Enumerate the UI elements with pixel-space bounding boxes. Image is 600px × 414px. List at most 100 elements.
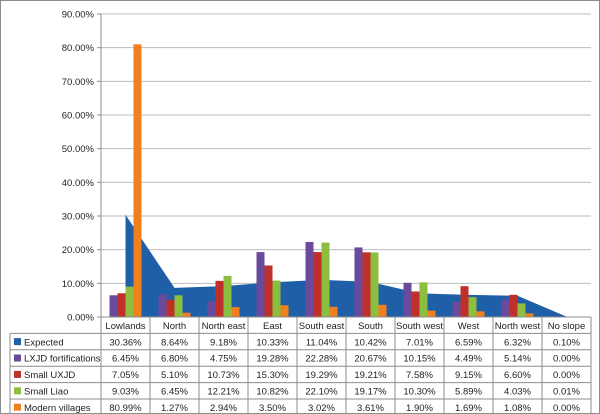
bar-lxjd-fortifications bbox=[207, 301, 216, 317]
legend-key bbox=[14, 403, 21, 411]
bar-modern-villages bbox=[231, 307, 240, 317]
bar-modern-villages bbox=[427, 310, 436, 317]
table-cell-value: 10.33% bbox=[256, 337, 289, 348]
bar-lxjd-fortifications bbox=[501, 299, 510, 317]
table-cell-value: 19.29% bbox=[305, 370, 338, 381]
bar-small-liao bbox=[370, 252, 379, 317]
y-tick-label: 10.00% bbox=[62, 279, 95, 290]
table-cell-value: 3.50% bbox=[259, 403, 286, 413]
y-axis-tick-labels: 0.00% 10.00% 20.00% 30.00% 40.00% 50.00% 60.00… bbox=[62, 10, 95, 324]
table-cell-value: 11.04% bbox=[306, 337, 338, 348]
x-category-label: Lowlands bbox=[105, 321, 145, 332]
bar-small-uxjd bbox=[411, 291, 420, 317]
table-cell-value: 10.82% bbox=[256, 387, 289, 398]
series-name-label: LXJD fortifications bbox=[24, 354, 101, 365]
expected-area-series bbox=[125, 214, 567, 317]
bar-lxjd-fortifications bbox=[354, 247, 363, 317]
x-category-label: East bbox=[263, 321, 282, 332]
table-cell-value: 1.69% bbox=[455, 403, 482, 413]
bar-series bbox=[109, 44, 575, 317]
y-tick-label: 0.00% bbox=[67, 313, 94, 324]
table-cell-value: 6.45% bbox=[112, 354, 139, 365]
table-cell-value: 10.42% bbox=[354, 337, 387, 348]
bar-small-uxjd bbox=[460, 286, 469, 317]
table-cell-value: 1.08% bbox=[504, 403, 531, 413]
table-cell-value: 19.17% bbox=[354, 387, 387, 398]
table-cell-value: 1.27% bbox=[161, 403, 188, 413]
table-cell-value: 4.49% bbox=[455, 354, 482, 365]
table-cell-value: 19.21% bbox=[354, 370, 387, 381]
table-cell-value: 12.21% bbox=[207, 387, 240, 398]
bar-small-liao bbox=[468, 297, 477, 317]
bar-small-uxjd bbox=[264, 265, 273, 317]
table-cell-value: 6.59% bbox=[455, 337, 482, 348]
data-table: Lowlands North North east East South east Sou… bbox=[9, 316, 592, 413]
table-cell-value: 15.30% bbox=[256, 370, 289, 381]
bar-small-liao bbox=[419, 282, 428, 317]
legend-key bbox=[14, 387, 21, 395]
bar-small-liao bbox=[321, 242, 330, 317]
table-cell-value: 10.73% bbox=[207, 370, 240, 381]
table-cell-value: 0.00% bbox=[553, 354, 580, 365]
table-cell-value: 6.60% bbox=[504, 370, 531, 381]
table-cell-value: 5.14% bbox=[504, 354, 531, 365]
bar-small-liao bbox=[223, 275, 232, 317]
bar-small-liao bbox=[517, 303, 526, 317]
bar-small-uxjd bbox=[215, 280, 224, 317]
bar-small-uxjd bbox=[509, 294, 518, 317]
x-category-label: South west bbox=[396, 321, 443, 332]
legend-key bbox=[14, 338, 21, 346]
y-tick-label: 90.00% bbox=[62, 10, 95, 21]
table-cell-value: 80.99% bbox=[109, 403, 142, 413]
bar-lxjd-fortifications bbox=[158, 294, 167, 317]
table-cell-value: 4.75% bbox=[210, 354, 237, 365]
table-cell-value: 7.01% bbox=[406, 337, 433, 348]
table-cell-value: 19.28% bbox=[256, 354, 289, 365]
table-cell-value: 0.00% bbox=[553, 403, 580, 413]
table-cell-value: 9.15% bbox=[455, 370, 482, 381]
bar-modern-villages bbox=[182, 312, 191, 317]
table-cell-value: 10.15% bbox=[403, 354, 436, 365]
x-category-label: No slope bbox=[548, 321, 586, 332]
series-name-label: Expected bbox=[24, 337, 64, 348]
legend-key bbox=[14, 354, 21, 362]
x-category-label: South bbox=[358, 321, 383, 332]
table-cell-value: 8.64% bbox=[161, 337, 188, 348]
table-cell-value: 30.36% bbox=[109, 337, 142, 348]
x-category-label: North west bbox=[495, 321, 541, 332]
table-cell-value: 2.94% bbox=[210, 403, 237, 413]
table-cell-value: 7.05% bbox=[112, 370, 139, 381]
table-cell-value: 9.03% bbox=[112, 387, 139, 398]
x-category-label: West bbox=[458, 321, 480, 332]
table-cell-value: 4.03% bbox=[504, 387, 531, 398]
bar-lxjd-fortifications bbox=[452, 301, 461, 317]
table-cell-value: 9.18% bbox=[210, 337, 237, 348]
bar-small-uxjd bbox=[362, 252, 371, 317]
table-cell-value: 7.58% bbox=[406, 370, 433, 381]
bar-modern-villages bbox=[280, 305, 289, 317]
table-cell-value: 6.80% bbox=[161, 354, 188, 365]
table-cell-value: 10.30% bbox=[403, 387, 436, 398]
table-cell-value: 1.90% bbox=[406, 403, 433, 413]
bar-small-liao bbox=[174, 295, 183, 317]
table-cell-value: 3.61% bbox=[357, 403, 384, 413]
table-cell-value: 5.10% bbox=[161, 370, 188, 381]
table-cell-value: 0.01% bbox=[553, 387, 580, 398]
bar-modern-villages bbox=[329, 306, 338, 317]
bar-modern-villages bbox=[133, 44, 142, 317]
gridlines bbox=[97, 13, 591, 318]
bar-lxjd-fortifications bbox=[256, 252, 265, 317]
bar-small-uxjd bbox=[166, 299, 175, 317]
y-tick-label: 40.00% bbox=[62, 178, 95, 189]
bar-modern-villages bbox=[476, 311, 485, 317]
y-tick-label: 70.00% bbox=[62, 77, 95, 88]
y-tick-label: 20.00% bbox=[62, 245, 95, 256]
y-tick-label: 50.00% bbox=[62, 144, 95, 155]
bar-lxjd-fortifications bbox=[403, 282, 412, 317]
bar-small-uxjd bbox=[117, 293, 126, 317]
table-cell-value: 6.45% bbox=[161, 387, 188, 398]
x-category-label: North bbox=[163, 321, 186, 332]
y-tick-label: 30.00% bbox=[62, 212, 95, 223]
table-cell-value: 3.02% bbox=[308, 403, 335, 413]
